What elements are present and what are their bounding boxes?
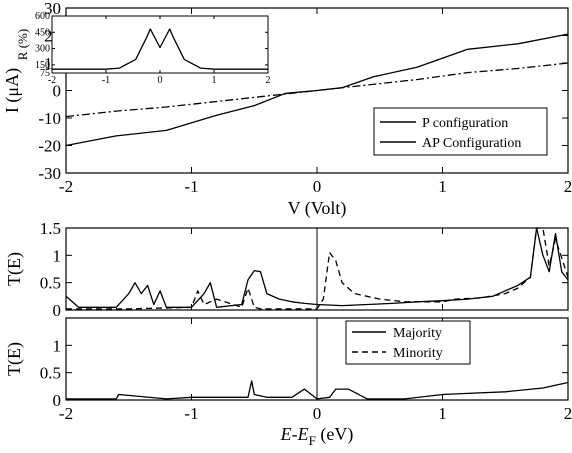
r-inset-y-tick-label: 75 [40,68,50,79]
transmission-lower-y-axis-label: T(E) [4,342,25,376]
iv-x-tick-label: -2 [59,177,73,196]
transmission-legend-box [345,320,471,365]
transmission-lower-y-tick-label: 0.5 [40,364,61,383]
transmission-upper-y-tick-label: 0.5 [40,274,61,293]
legend-label-minority: Minority [393,346,443,361]
iv-x-tick-label: 1 [438,177,447,196]
iv-x-tick-label: 2 [564,177,572,196]
transmission-lower-x-tick-label: 2 [564,404,572,423]
iv-legend: P configuration AP Configuration [373,107,548,156]
iv-series-ap-configuration-line [65,62,569,118]
iv-x-tick-label: 0 [313,177,322,196]
r-inset-series-0-line [52,28,268,70]
iv-legend-label-p: P configuration [422,116,508,131]
transmission-lower-series-majority-line [66,380,569,400]
transmission-lower-x-tick-label: -1 [184,404,198,423]
energy-x-axis-label: E-EF (eV) [280,424,354,448]
transmission-lower-x-tick-label: 0 [313,404,322,423]
iv-y-tick-label: -10 [38,109,61,128]
transmission-upper-y-axis-label: T(E) [4,252,25,286]
transmission-upper-series-majority-line [65,227,569,308]
r-inset-y-axis-label: R (%) [15,29,30,60]
r-inset-y-tick-label: 600 [35,11,50,22]
iv-y-tick-label: -20 [38,137,61,156]
r-inset-x-tick-label: 0 [158,75,163,86]
r-inset-y-tick-label: 150 [35,60,50,71]
r-inset-y-tick-label: 450 [35,27,50,38]
transmission-lower-y-tick-label: 1 [53,336,62,355]
r-inset-y-tick-label: 300 [35,44,50,55]
r-inset-x-tick-label: -1 [102,75,110,86]
transmission-upper-y-tick-label: 1 [53,246,62,265]
transmission-upper-series-minority-line [66,227,569,310]
iv-y-tick-label: 30 [44,0,61,18]
r-inset-x-tick-label: -2 [48,75,56,86]
transmission-legend: Majority Minority [345,320,471,365]
legend-label-majority: Majority [393,326,442,341]
transmission-upper-y-tick-label: 0 [53,301,62,320]
transmission-panel-upper: 0 0.5 1 1.5 T(E) [4,219,569,320]
r-inset-x-tick-label: 1 [212,75,217,86]
iv-legend-label-ap: AP Configuration [422,136,521,151]
r-inset-frame [51,15,269,74]
iv-x-axis-label: V (Volt) [288,198,347,219]
transmission-panel-lower: -2 -1 0 1 2 0 0.5 1 T(E) E-EF (eV) Majority Min… [4,317,572,448]
transmission-lower-y-tick-label: 0 [53,391,62,410]
r-inset-x-tick-label: 2 [266,75,271,86]
transmission-lower-x-tick-label: 1 [438,404,447,423]
iv-y-tick-label: 0 [53,82,62,101]
iv-y-axis-label: I (μA) [2,68,23,113]
transmission-upper-y-tick-label: 1.5 [40,219,61,238]
iv-y-tick-label: -30 [38,164,61,183]
iv-x-tick-label: -1 [184,177,198,196]
transmission-lower-x-tick-label: -2 [59,404,73,423]
iv-legend-box [373,107,548,156]
